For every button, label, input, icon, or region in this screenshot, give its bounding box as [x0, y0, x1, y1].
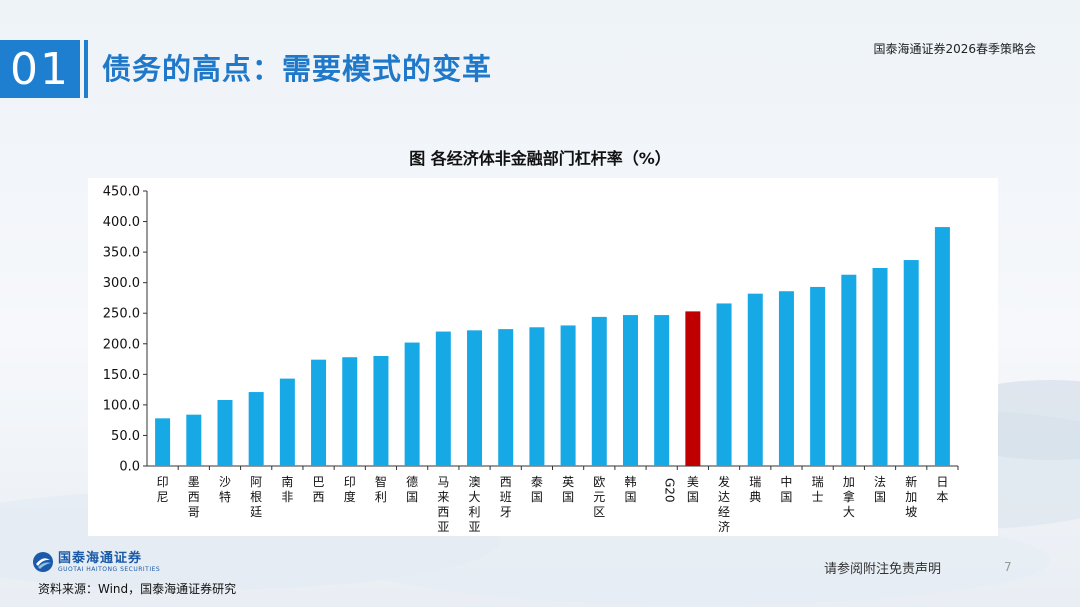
- page-number: 7: [1004, 560, 1012, 574]
- bar: [467, 330, 483, 466]
- y-tick-label: 50.0: [111, 429, 140, 444]
- bar: [217, 400, 233, 466]
- x-tick-label: 瑞典: [749, 475, 761, 504]
- x-tick-label: 新加坡: [905, 474, 917, 519]
- section-number: 01: [0, 40, 80, 98]
- x-tick-label: 加拿大: [843, 475, 855, 519]
- x-tick-label: 巴西: [313, 475, 325, 504]
- x-tick-label: 马来西亚: [437, 475, 449, 534]
- x-tick-label: 韩国: [624, 474, 636, 504]
- x-tick-label: 法国: [874, 475, 886, 504]
- x-tick-label: 沙特: [219, 475, 231, 504]
- event-name: 国泰海通证券2026春季策略会: [873, 42, 1036, 56]
- y-tick-label: 200.0: [103, 337, 140, 352]
- x-tick-label: 英国: [562, 475, 574, 504]
- x-tick-label: 南非: [281, 474, 293, 504]
- x-tick-label: 发达经济: [718, 474, 730, 534]
- bar: [155, 418, 171, 466]
- bar: [404, 342, 420, 466]
- y-tick-label: 450.0: [103, 185, 140, 200]
- x-tick-label: 智利: [375, 474, 387, 504]
- x-tick-label: 西班牙: [500, 475, 512, 519]
- bar: [903, 260, 919, 466]
- bar: [591, 316, 607, 466]
- y-tick-label: 100.0: [103, 398, 140, 413]
- x-tick-label: 日本: [936, 475, 948, 504]
- x-tick-label: 印尼: [157, 475, 169, 504]
- company-logo: 国泰海通证券 GUOTAI HAITONG SECURITIES: [32, 551, 160, 573]
- x-tick-label: 美国: [687, 475, 699, 504]
- bar: [279, 378, 295, 466]
- disclaimer-text: 请参阅附注免责声明: [824, 562, 942, 577]
- x-tick-label: 瑞士: [812, 475, 824, 504]
- bar: [498, 329, 514, 466]
- logo-name-en: GUOTAI HAITONG SECURITIES: [58, 565, 161, 573]
- y-tick-label: 0.0: [119, 460, 140, 475]
- bar: [810, 286, 826, 466]
- x-tick-label: 墨西哥: [188, 475, 200, 519]
- chart-title: 图 各经济体非金融部门杠杆率（%）: [409, 149, 671, 168]
- bar: [716, 303, 732, 466]
- bar: [373, 356, 389, 466]
- x-tick-label: 德国: [406, 474, 418, 504]
- logo-mark-icon: [33, 552, 53, 572]
- y-tick-label: 400.0: [103, 215, 140, 230]
- bar: [435, 331, 451, 466]
- x-tick-label: 阿根廷: [250, 475, 262, 519]
- y-tick-label: 300.0: [103, 276, 140, 291]
- slide-title: 债务的高点：需要模式的变革: [102, 52, 493, 86]
- x-tick-label: 欧元区: [593, 475, 605, 519]
- bar: [622, 315, 638, 466]
- bar: [685, 311, 701, 466]
- bar: [654, 315, 670, 466]
- section-divider: [84, 40, 88, 98]
- y-tick-label: 150.0: [103, 368, 140, 383]
- bar: [934, 227, 950, 466]
- bar: [529, 327, 545, 466]
- bar: [872, 268, 888, 466]
- x-tick-label: G20: [663, 478, 677, 503]
- bar: [311, 359, 327, 466]
- bar-chart: 0.0 50.0 100.0 150.0 200.0 250.0 300.0 350.0 400…: [103, 185, 959, 534]
- x-tick-label: 中国: [780, 474, 792, 504]
- logo-name-cn: 国泰海通证券: [58, 550, 143, 566]
- source-note: 资料来源：Wind，国泰海通证券研究: [38, 582, 237, 596]
- y-tick-label: 250.0: [103, 307, 140, 322]
- y-tick-label: 350.0: [103, 246, 140, 261]
- bar: [560, 325, 576, 466]
- bar: [248, 392, 264, 466]
- bar: [186, 414, 202, 466]
- x-tick-label: 泰国: [531, 475, 543, 504]
- x-tick-label: 澳大利亚: [469, 475, 481, 534]
- bar: [747, 293, 763, 466]
- bar: [342, 357, 358, 466]
- bar: [778, 291, 794, 466]
- x-tick-label: 印度: [344, 475, 356, 504]
- bar: [841, 274, 857, 466]
